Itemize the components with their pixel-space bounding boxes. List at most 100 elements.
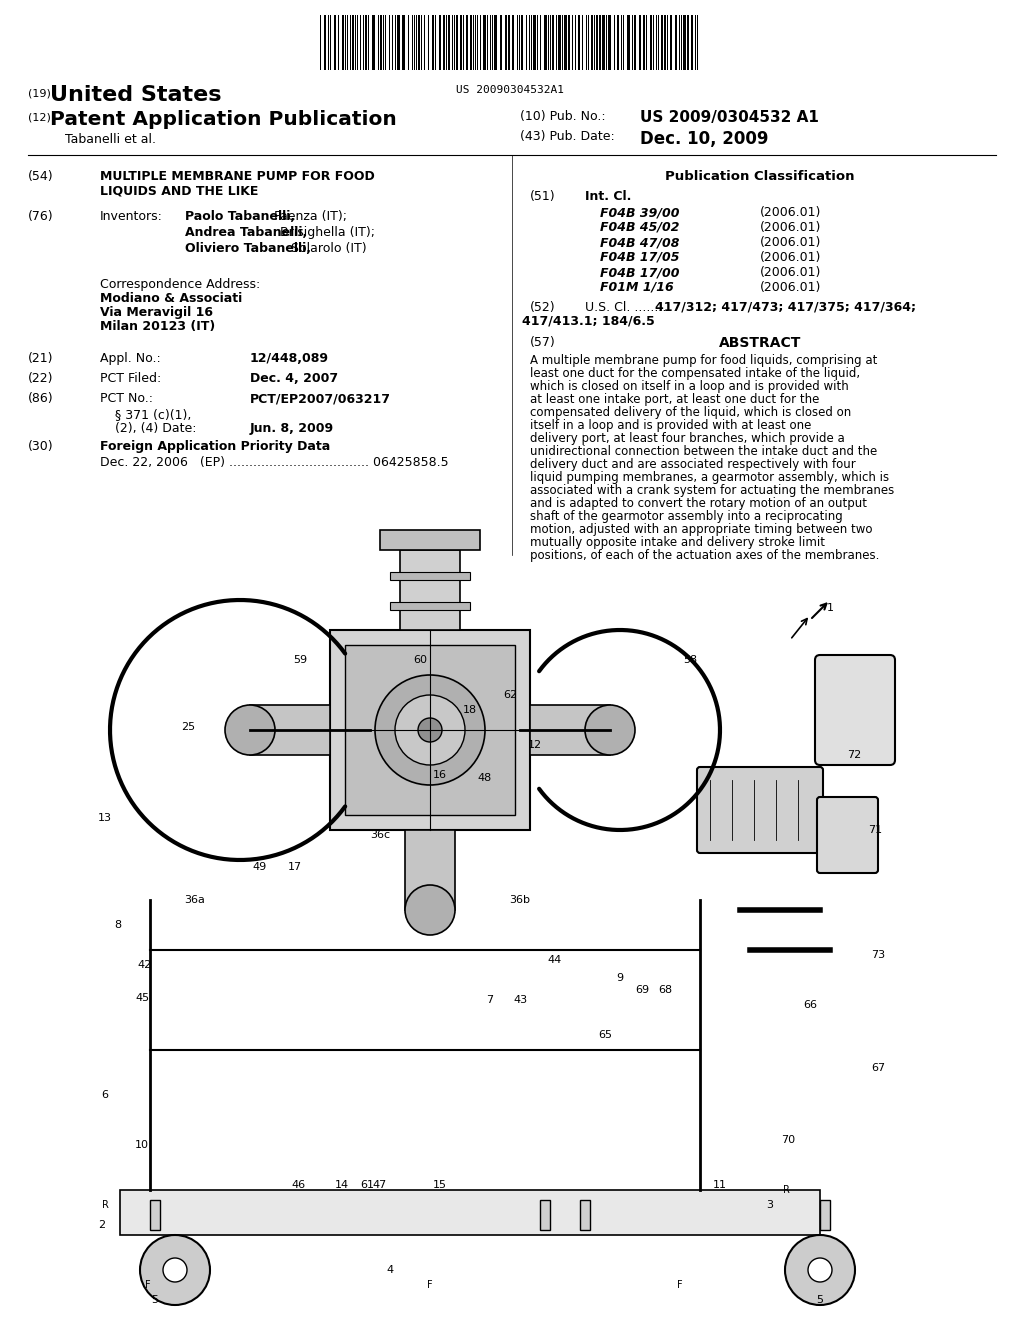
- Bar: [691, 15, 693, 70]
- Text: Jun. 8, 2009: Jun. 8, 2009: [250, 422, 334, 436]
- Text: 13: 13: [98, 813, 112, 822]
- Text: F04B 39/00: F04B 39/00: [600, 206, 680, 219]
- Bar: [578, 15, 580, 70]
- Text: 42: 42: [138, 960, 153, 970]
- Bar: [521, 15, 523, 70]
- Text: Dec. 22, 2006   (EP) ................................... 06425858.5: Dec. 22, 2006 (EP) .....................…: [100, 455, 449, 469]
- Text: (2), (4) Date:: (2), (4) Date:: [115, 422, 197, 436]
- Text: 14: 14: [335, 1180, 349, 1191]
- Bar: [534, 15, 536, 70]
- Text: 5: 5: [816, 1295, 823, 1305]
- Bar: [390, 572, 470, 579]
- Text: 3: 3: [767, 1200, 773, 1210]
- Bar: [512, 15, 514, 70]
- Bar: [580, 1200, 590, 1230]
- Text: 60: 60: [413, 655, 427, 665]
- Text: PCT No.:: PCT No.:: [100, 392, 153, 405]
- Text: 65: 65: [598, 1030, 612, 1040]
- Bar: [494, 15, 497, 70]
- Text: 17: 17: [288, 862, 302, 873]
- Bar: [591, 15, 593, 70]
- Text: 45: 45: [136, 993, 151, 1003]
- Circle shape: [225, 705, 275, 755]
- Text: shaft of the gearmotor assembly into a reciprocating: shaft of the gearmotor assembly into a r…: [530, 510, 843, 523]
- Text: MULTIPLE MEMBRANE PUMP FOR FOOD: MULTIPLE MEMBRANE PUMP FOR FOOD: [100, 170, 375, 183]
- Text: (76): (76): [28, 210, 53, 223]
- Bar: [372, 15, 375, 70]
- Text: 43: 43: [513, 995, 527, 1005]
- Bar: [400, 550, 460, 630]
- Bar: [617, 15, 618, 70]
- Bar: [390, 602, 470, 610]
- Text: 16: 16: [433, 770, 447, 780]
- Text: 48: 48: [478, 774, 493, 783]
- Text: Tabanelli et al.: Tabanelli et al.: [65, 133, 156, 147]
- Bar: [456, 15, 458, 70]
- Text: Inventors:: Inventors:: [100, 210, 163, 223]
- Text: (86): (86): [28, 392, 53, 405]
- Text: which is closed on itself in a loop and is provided with: which is closed on itself in a loop and …: [530, 380, 849, 393]
- Text: § 371 (c)(1),: § 371 (c)(1),: [115, 408, 191, 421]
- Text: (52): (52): [530, 301, 556, 314]
- Text: Paolo Tabanelli,: Paolo Tabanelli,: [185, 210, 295, 223]
- Bar: [324, 15, 326, 70]
- Text: (21): (21): [28, 352, 53, 366]
- Text: (2006.01): (2006.01): [760, 251, 821, 264]
- Text: F01M 1/16: F01M 1/16: [600, 281, 674, 294]
- Text: (10) Pub. No.:: (10) Pub. No.:: [520, 110, 605, 123]
- Text: and is adapted to convert the rotary motion of an output: and is adapted to convert the rotary mot…: [530, 498, 867, 510]
- Bar: [330, 630, 530, 830]
- Circle shape: [140, 1236, 210, 1305]
- Bar: [505, 15, 507, 70]
- Text: 12: 12: [528, 741, 542, 750]
- Bar: [380, 531, 480, 550]
- Bar: [552, 15, 554, 70]
- Text: 72: 72: [847, 750, 861, 760]
- Text: 68: 68: [658, 985, 672, 995]
- Bar: [650, 15, 652, 70]
- Text: Correspondence Address:: Correspondence Address:: [100, 279, 260, 290]
- Text: F: F: [677, 1280, 683, 1290]
- Bar: [639, 15, 641, 70]
- Bar: [596, 15, 598, 70]
- Text: F: F: [145, 1280, 151, 1290]
- Text: Via Meravigil 16: Via Meravigil 16: [100, 306, 213, 319]
- Text: 417/413.1; 184/6.5: 417/413.1; 184/6.5: [522, 315, 655, 327]
- Bar: [544, 15, 547, 70]
- Text: (19): (19): [28, 88, 51, 98]
- Circle shape: [163, 1258, 187, 1282]
- Bar: [820, 1200, 830, 1230]
- Text: United States: United States: [50, 84, 221, 106]
- Text: F04B 45/02: F04B 45/02: [600, 220, 680, 234]
- Circle shape: [585, 705, 635, 755]
- Bar: [466, 15, 468, 70]
- Text: (43) Pub. Date:: (43) Pub. Date:: [520, 129, 614, 143]
- Circle shape: [418, 718, 442, 742]
- Bar: [352, 15, 354, 70]
- Bar: [342, 15, 344, 70]
- Text: 2: 2: [98, 1220, 105, 1230]
- Bar: [643, 15, 645, 70]
- Bar: [397, 15, 400, 70]
- Text: 62: 62: [503, 690, 517, 700]
- Text: at least one intake port, at least one duct for the: at least one intake port, at least one d…: [530, 393, 819, 407]
- FancyBboxPatch shape: [817, 797, 878, 873]
- Text: 59: 59: [293, 655, 307, 665]
- Text: 7: 7: [486, 995, 494, 1005]
- Bar: [120, 1191, 820, 1236]
- Bar: [334, 15, 336, 70]
- Text: 69: 69: [635, 985, 649, 995]
- Bar: [530, 705, 610, 755]
- Text: Milan 20123 (IT): Milan 20123 (IT): [100, 319, 215, 333]
- Text: delivery duct and are associated respectively with four: delivery duct and are associated respect…: [530, 458, 856, 471]
- Text: ABSTRACT: ABSTRACT: [719, 337, 801, 350]
- Text: PCT Filed:: PCT Filed:: [100, 372, 161, 385]
- Text: 36a: 36a: [184, 895, 206, 906]
- Bar: [602, 15, 605, 70]
- Text: R: R: [101, 1200, 109, 1210]
- Text: 6: 6: [101, 1090, 109, 1100]
- Text: A multiple membrane pump for food liquids, comprising at: A multiple membrane pump for food liquid…: [530, 354, 878, 367]
- Text: Int. Cl.: Int. Cl.: [585, 190, 632, 203]
- Text: Publication Classification: Publication Classification: [666, 170, 855, 183]
- Text: least one duct for the compensated intake of the liquid,: least one duct for the compensated intak…: [530, 367, 860, 380]
